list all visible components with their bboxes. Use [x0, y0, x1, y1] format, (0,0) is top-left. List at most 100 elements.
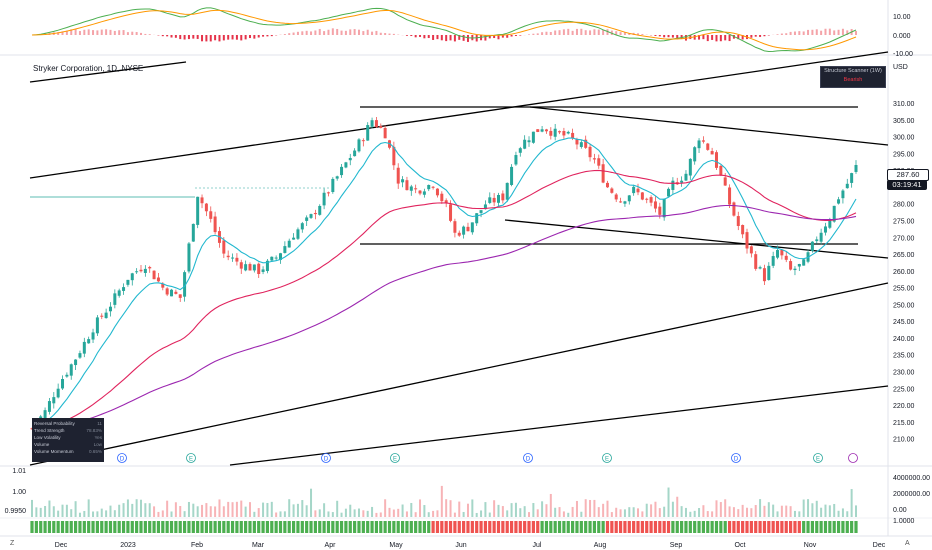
volume-bar	[789, 506, 792, 517]
trend-strip-cell	[257, 521, 261, 533]
candle-body	[558, 131, 562, 133]
volume-bar	[292, 504, 295, 517]
macd-histogram-bar	[589, 30, 592, 35]
volume-bar	[632, 507, 635, 517]
candle-body	[265, 260, 269, 272]
candle-body	[758, 267, 762, 269]
volume-bar	[541, 501, 544, 517]
candle-body	[348, 157, 352, 161]
auto-scale-icon[interactable]: A	[905, 540, 910, 547]
trend-strip-cell	[152, 521, 156, 533]
volume-bar	[122, 503, 125, 517]
candle-body	[61, 378, 65, 389]
candle-body	[222, 240, 226, 254]
candle-body	[357, 139, 361, 152]
volume-bar	[331, 512, 334, 517]
candle-body	[614, 194, 618, 200]
macd-histogram-bar	[671, 35, 674, 38]
volume-bar	[453, 512, 456, 517]
trend-strip-cell	[605, 521, 610, 533]
volume-bar	[671, 501, 674, 517]
volume-bar	[183, 511, 186, 517]
trend-strip-cell	[536, 521, 540, 533]
volume-bar	[497, 504, 500, 517]
volume-bar	[493, 500, 496, 517]
candle-body	[396, 167, 400, 184]
trend-strip-cell	[370, 521, 374, 533]
candle-body	[122, 287, 126, 291]
indicator-row: Trend Strength 78.83%	[34, 428, 102, 433]
macd-histogram-bar	[663, 35, 666, 38]
volume-bar	[628, 507, 631, 517]
volume-bar	[375, 512, 378, 517]
volume-bar	[750, 508, 753, 517]
macd-histogram-bar	[841, 28, 844, 35]
volume-bar	[83, 510, 86, 517]
candle-body	[405, 180, 409, 191]
trend-strip-cell	[571, 521, 575, 533]
trend-strip-cell	[60, 521, 65, 533]
volume-bar	[654, 501, 657, 517]
volume-bar	[589, 499, 592, 517]
trend-strip-cell	[374, 521, 379, 533]
volume-bar	[746, 507, 749, 517]
volume-bar	[336, 500, 339, 517]
candle-body	[113, 293, 117, 305]
volume-bar	[209, 506, 212, 517]
volume-bar	[759, 499, 762, 517]
volume-bar	[754, 505, 757, 517]
candle-body	[697, 140, 701, 149]
candle-body	[527, 140, 531, 143]
candle-body	[270, 256, 274, 261]
macd-histogram-bar	[100, 29, 103, 35]
macd-histogram-bar	[580, 28, 583, 35]
macd-histogram-bar	[558, 30, 561, 35]
volume-bar	[820, 507, 823, 517]
candle-body	[296, 229, 300, 239]
trend-strip-cell	[701, 521, 706, 533]
candle-body	[435, 188, 439, 196]
candle-body	[671, 180, 675, 190]
structure-scanner-badge[interactable]: Structure Scanner (1W) Bearish	[820, 66, 886, 88]
timezone-icon[interactable]: Z	[10, 540, 15, 547]
macd-histogram-bar	[327, 29, 330, 35]
volume-bar	[514, 502, 517, 517]
macd-histogram-bar	[510, 35, 513, 37]
trend-strip-cell	[344, 521, 348, 533]
trend-strip-cell	[213, 521, 217, 533]
macd-histogram-bar	[105, 29, 108, 35]
moving-average-line	[31, 137, 857, 430]
volume-bar	[584, 499, 587, 517]
candle-body	[828, 219, 832, 228]
trend-strip-cell	[553, 521, 557, 533]
candle-body	[418, 190, 422, 194]
volume-bar	[301, 500, 304, 517]
trend-strip-cell	[684, 521, 688, 533]
trend-strip-cell	[169, 521, 174, 533]
volume-bar	[227, 501, 230, 517]
y-tick-label: 245.00	[893, 319, 915, 326]
x-tick-label: Aug	[594, 542, 607, 549]
candle-body	[453, 221, 457, 233]
trend-strip-cell	[126, 521, 130, 533]
macd-histogram-bar	[209, 35, 212, 42]
trend-strip-cell	[758, 521, 762, 533]
event-label: E	[393, 457, 397, 463]
candle-body	[531, 131, 535, 143]
trend-strip-cell	[544, 521, 549, 533]
trend-strip-cell	[435, 521, 440, 533]
macd-histogram-bar	[240, 35, 243, 41]
volume-bar	[74, 501, 77, 517]
macd-histogram-bar	[410, 35, 413, 37]
macd-histogram-bar	[349, 29, 352, 35]
volume-bar	[405, 511, 408, 517]
volume-bar	[715, 500, 718, 517]
volume-bar	[558, 507, 561, 517]
candle-body	[117, 290, 121, 296]
candle-body	[213, 216, 217, 233]
trend-strip-cell	[353, 521, 357, 533]
candle-body	[667, 188, 671, 197]
x-tick-label: Mar	[252, 542, 265, 549]
trend-strip-cell	[688, 521, 692, 533]
